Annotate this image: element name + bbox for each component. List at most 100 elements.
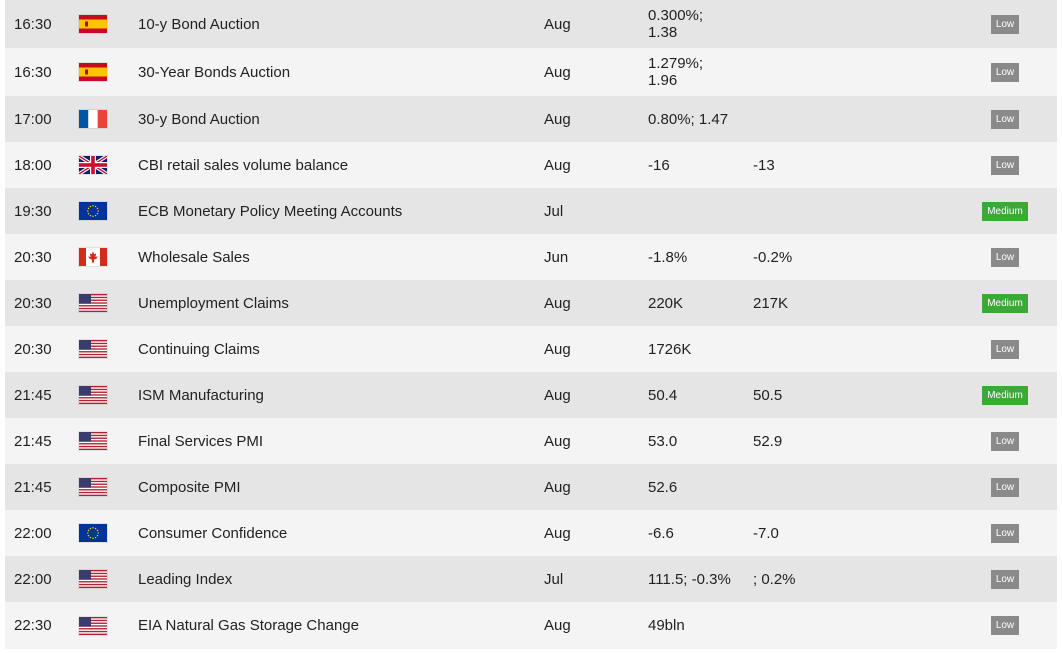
- impact-cell: Low: [979, 96, 1031, 142]
- impact-cell: Low: [979, 326, 1031, 372]
- event-period: Aug: [544, 294, 571, 312]
- actual-value: 220K: [648, 280, 683, 326]
- event-name[interactable]: Leading Index: [138, 570, 233, 588]
- event-period: Aug: [544, 524, 571, 542]
- event-time: 20:30: [14, 294, 52, 312]
- impact-cell: Low: [979, 556, 1031, 602]
- event-period: Aug: [544, 617, 571, 634]
- forecast-value: 52.9: [753, 432, 783, 450]
- impact-badge: Medium: [982, 201, 1028, 221]
- us-flag-icon: [79, 280, 107, 326]
- actual-value-line: 220K: [648, 294, 684, 312]
- impact-cell: Low: [979, 418, 1031, 464]
- calendar-row[interactable]: 21:45 Composite PMI Aug 52.6 Low: [5, 464, 1057, 510]
- actual-value: -6.6: [648, 510, 674, 556]
- event-name[interactable]: 30-y Bond Auction: [138, 110, 260, 128]
- impact-badge: Low: [990, 431, 1020, 451]
- calendar-row[interactable]: 20:30 Wholesale Sales Jun -1.8% -0.2% Low: [5, 234, 1057, 280]
- canada-flag-icon: [79, 234, 107, 280]
- us-flag-icon: [79, 464, 107, 510]
- event-name[interactable]: ECB Monetary Policy Meeting Accounts: [138, 202, 403, 220]
- impact-badge: Low: [990, 14, 1020, 34]
- event-name[interactable]: Unemployment Claims: [138, 294, 289, 312]
- calendar-row[interactable]: 16:30 30-Year Bonds Auction Aug 1.279%; 1.96…: [5, 48, 1057, 96]
- event-name[interactable]: Final Services PMI: [138, 432, 264, 450]
- event-name[interactable]: EIA Natural Gas Storage Change: [138, 617, 359, 634]
- actual-value: 1.279%; 1.96: [648, 48, 703, 96]
- event-name[interactable]: Consumer Confidence: [138, 524, 288, 542]
- impact-cell: Low: [979, 234, 1031, 280]
- calendar-row[interactable]: 21:45 Final Services PMI Aug 53.0 52.9 Low: [5, 418, 1057, 464]
- impact-badge: Low: [990, 523, 1020, 543]
- calendar-row[interactable]: 17:00 30-y Bond Auction Aug 0.80%; 1.47 Low: [5, 96, 1057, 142]
- event-name[interactable]: CBI retail sales volume balance: [138, 156, 349, 174]
- actual-value-line: 49bln: [648, 617, 685, 634]
- event-time: 22:30: [14, 617, 52, 634]
- event-time: 21:45: [14, 432, 52, 450]
- calendar-row[interactable]: 22:00 Leading Index Jul 111.5; -0.3% ; 0.2% L…: [5, 556, 1057, 602]
- event-period: Aug: [544, 340, 571, 358]
- event-period: Aug: [544, 432, 571, 450]
- us-flag-icon: [79, 602, 107, 649]
- impact-cell: Medium: [979, 280, 1031, 326]
- actual-value: 0.300%; 1.38: [648, 0, 703, 48]
- impact-cell: Low: [979, 142, 1031, 188]
- calendar-row[interactable]: 20:30 Unemployment Claims Aug 220K 217K Mediu…: [5, 280, 1057, 326]
- impact-badge: Low: [990, 339, 1020, 359]
- event-name[interactable]: ISM Manufacturing: [138, 386, 264, 404]
- actual-value: 0.80%; 1.47: [648, 96, 728, 142]
- event-name[interactable]: Continuing Claims: [138, 340, 260, 358]
- impact-cell: Medium: [979, 372, 1031, 418]
- event-period: Aug: [544, 386, 571, 404]
- actual-value-line: 50.4: [648, 386, 678, 404]
- actual-value-line: 0.300%;: [648, 7, 704, 24]
- actual-value-line: 1726K: [648, 340, 692, 358]
- actual-value: 50.4: [648, 372, 677, 418]
- event-time: 18:00: [14, 156, 52, 174]
- uk-flag-icon: [79, 142, 107, 188]
- calendar-row[interactable]: 22:00 Consumer Confidence Aug -6.6 -7.0 Low: [5, 510, 1057, 556]
- economic-calendar-table: 16:30 10-y Bond Auction Aug 0.300%; 1.38 Low 1…: [5, 0, 1057, 649]
- actual-value-line: 1.279%;: [648, 55, 704, 72]
- event-name[interactable]: 10-y Bond Auction: [138, 15, 260, 33]
- forecast-value: -0.2%: [753, 248, 793, 266]
- us-flag-icon: [79, 556, 107, 602]
- impact-badge: Low: [990, 569, 1020, 589]
- impact-cell: Low: [979, 602, 1031, 649]
- event-time: 22:00: [14, 524, 52, 542]
- impact-cell: Low: [979, 464, 1031, 510]
- event-period: Jul: [544, 570, 564, 588]
- event-period: Aug: [544, 110, 571, 128]
- event-time: 21:45: [14, 478, 52, 496]
- spain-flag-icon: [79, 0, 107, 48]
- actual-value-line: 1.96: [648, 72, 678, 89]
- spain-flag-icon: [79, 48, 107, 96]
- event-name[interactable]: Composite PMI: [138, 478, 241, 496]
- calendar-row[interactable]: 22:30 EIA Natural Gas Storage Change Aug 49…: [5, 602, 1057, 649]
- calendar-row[interactable]: 16:30 10-y Bond Auction Aug 0.300%; 1.38 Low: [5, 0, 1057, 48]
- event-time: 22:00: [14, 570, 52, 588]
- actual-value: 53.0: [648, 418, 677, 464]
- calendar-row[interactable]: 18:00 CBI retail sales volume balance Aug -…: [5, 142, 1057, 188]
- calendar-row[interactable]: 19:30 ECB Monetary Policy Meeting Account…: [5, 188, 1057, 234]
- actual-value-line: -6.6: [648, 524, 674, 542]
- actual-value: 1726K: [648, 326, 691, 372]
- actual-value: 49bln: [648, 602, 685, 649]
- actual-value-line: 52.6: [648, 478, 678, 496]
- calendar-row[interactable]: 20:30 Continuing Claims Aug 1726K Low: [5, 326, 1057, 372]
- event-period: Jun: [544, 248, 569, 266]
- event-time: 19:30: [14, 202, 52, 220]
- eu-flag-icon: [79, 188, 107, 234]
- event-period: Aug: [544, 15, 571, 33]
- eu-flag-icon: [79, 510, 107, 556]
- actual-value: -16: [648, 142, 670, 188]
- event-name[interactable]: 30-Year Bonds Auction: [138, 63, 291, 81]
- event-name[interactable]: Wholesale Sales: [138, 248, 250, 266]
- actual-value: 52.6: [648, 464, 677, 510]
- impact-cell: Low: [979, 510, 1031, 556]
- actual-value-line: -16: [648, 156, 670, 174]
- impact-badge: Medium: [982, 385, 1028, 405]
- impact-badge: Low: [990, 477, 1020, 497]
- event-time: 21:45: [14, 386, 52, 404]
- calendar-row[interactable]: 21:45 ISM Manufacturing Aug 50.4 50.5 Medium: [5, 372, 1057, 418]
